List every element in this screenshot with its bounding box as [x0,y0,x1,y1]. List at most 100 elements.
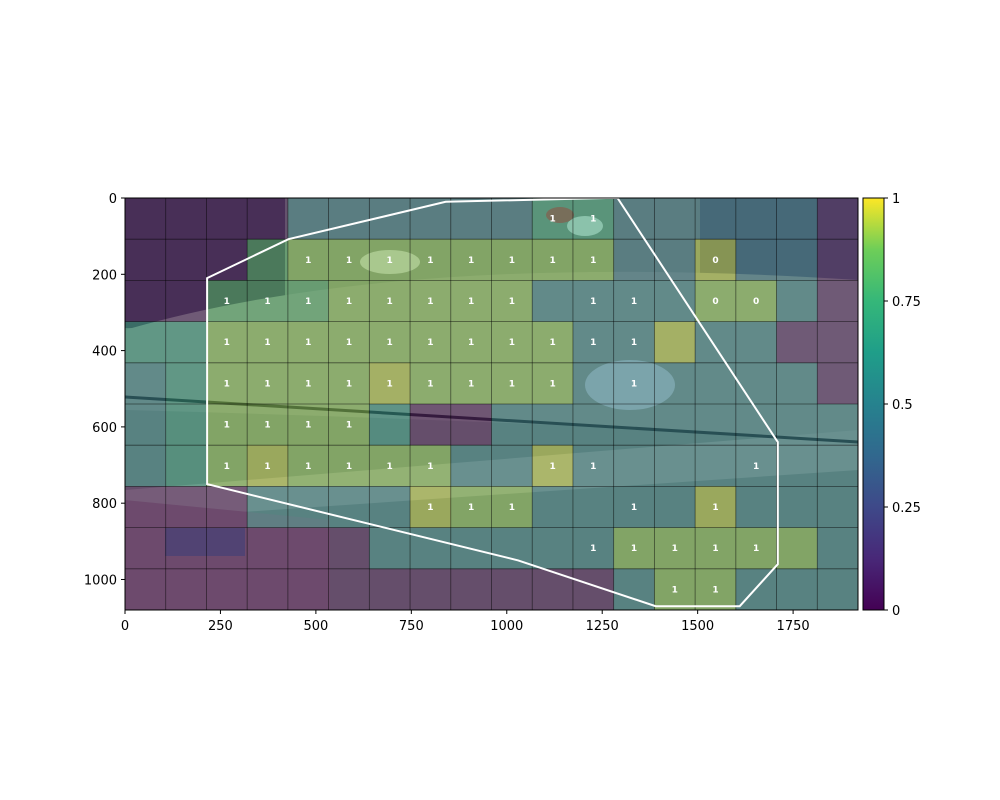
heatmap-cell [125,569,166,610]
heatmap-cell [247,486,288,527]
heatmap-cell [817,322,858,363]
heatmap-cell [777,363,818,404]
cell-label: 1 [509,338,515,348]
heatmap-cell [695,404,736,445]
cell-label: 1 [346,421,352,431]
heatmap-cell [817,363,858,404]
cell-label: 1 [305,338,311,348]
cell-label: 1 [712,544,718,554]
cell-label: 1 [672,544,678,554]
heatmap-cell [777,322,818,363]
heatmap-cell [288,486,329,527]
heatmap-cell [329,569,370,610]
heatmap-cell [777,280,818,321]
heatmap-cell [532,486,573,527]
heatmap-cell [125,528,166,569]
heatmap-cell [206,569,247,610]
heatmap-cell [817,486,858,527]
heatmap-cell [125,404,166,445]
cell-label: 1 [509,297,515,307]
heatmap-cell [654,322,695,363]
cell-label: 1 [427,462,433,472]
cell-label: 1 [387,338,393,348]
heatmap-cell [125,322,166,363]
cell-label: 1 [346,256,352,266]
heatmap-cell [492,569,533,610]
heatmap-cell [166,280,207,321]
cell-label: 1 [590,256,596,266]
cell-label: 1 [631,297,637,307]
cell-label: 1 [549,256,555,266]
cell-label: 1 [590,338,596,348]
cell-label: 1 [346,379,352,389]
cell-label: 1 [590,462,596,472]
y-tick-label: 400 [92,345,117,360]
heatmap-cell [777,404,818,445]
cell-label: 1 [427,297,433,307]
cell-label: 1 [387,256,393,266]
cell-label: 1 [672,585,678,595]
heatmap-cell [206,239,247,280]
cell-label: 1 [427,338,433,348]
colorbar-tick-label: 0 [892,604,900,619]
x-tick-label: 1750 [777,619,810,634]
heatmap-cell [695,445,736,486]
heatmap-cell [532,404,573,445]
heatmap-cell [777,569,818,610]
heatmap-cell [125,198,166,239]
heatmap-cell [736,363,777,404]
colorbar-tick-label: 1 [892,192,900,207]
x-tick-label: 250 [208,619,233,634]
y-tick-label: 0 [109,192,117,207]
cell-label: 1 [631,379,637,389]
cell-label: 1 [590,215,596,225]
heatmap-cell [166,322,207,363]
heatmap-cell [817,445,858,486]
heatmap-cell [329,198,370,239]
cell-label: 1 [264,338,270,348]
cell-label: 1 [305,421,311,431]
x-tick-label: 500 [303,619,328,634]
cell-label: 1 [346,297,352,307]
heatmap-cell [532,569,573,610]
cell-label: 1 [631,544,637,554]
cell-label: 1 [427,503,433,513]
heatmap-cell [817,569,858,610]
heatmap-cell [369,528,410,569]
heatmap-cell [654,486,695,527]
cell-label: 1 [305,256,311,266]
heatmap-cell [654,198,695,239]
cell-label: 1 [631,338,637,348]
cell-label: 0 [712,256,718,266]
heatmap-cell [247,569,288,610]
heatmap-cell [654,363,695,404]
heatmap-cell [451,198,492,239]
heatmap-cell [777,486,818,527]
cell-label: 1 [631,503,637,513]
cell-label: 1 [427,256,433,266]
cell-label: 1 [387,379,393,389]
cell-label: 1 [549,379,555,389]
cell-label: 1 [590,544,596,554]
y-tick-label: 600 [92,421,117,436]
heatmap-cell [817,198,858,239]
x-tick-label: 1000 [490,619,523,634]
cell-label: 1 [387,462,393,472]
cell-label: 1 [549,462,555,472]
cell-label: 1 [427,379,433,389]
colorbar-tick-label: 0.25 [892,501,921,516]
heatmap-cell [614,445,655,486]
cell-label: 1 [224,338,230,348]
cell-label: 1 [387,297,393,307]
heatmap-cell [288,569,329,610]
heatmap-cell [166,486,207,527]
heatmap-cell [247,198,288,239]
heatmap-cell [369,404,410,445]
cell-label: 1 [224,297,230,307]
heatmap-cell [166,363,207,404]
cell-label: 1 [509,503,515,513]
heatmap-cell [492,404,533,445]
heatmap-cell [125,486,166,527]
heatmap-cell [125,239,166,280]
